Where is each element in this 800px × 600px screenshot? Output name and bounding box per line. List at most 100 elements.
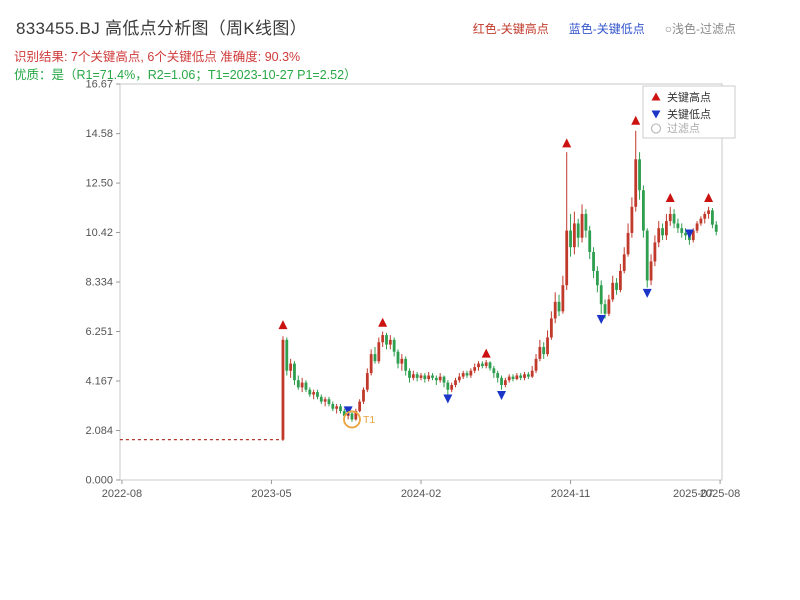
key-low-marker [343,406,353,416]
candle [699,216,703,226]
candle [657,221,661,248]
key-low-triangle-icon [651,110,661,119]
candle [607,294,611,317]
candle [419,373,423,381]
t1-annotation: T1 [363,414,375,426]
legend-item-filter: 过滤点 [667,122,700,135]
x-axis-tick-label: 2025-08 [700,488,740,500]
candle [549,311,553,340]
candle [580,204,584,243]
candle [438,373,442,383]
key-high-marker [665,193,675,203]
y-axis-tick-label: 8.334 [85,277,113,289]
candle [500,375,503,390]
candle [553,292,557,324]
candle [484,360,488,369]
plot-border [119,83,723,481]
candle [668,206,672,226]
candle [281,336,285,441]
candle [649,254,653,286]
candle [431,373,434,381]
key-high-marker [278,320,288,330]
candle [503,377,507,388]
candle [427,371,431,382]
candle [488,361,492,371]
candle [381,331,385,347]
candle [362,387,365,404]
candle [442,375,446,388]
legend-blue-key-low-label: 蓝色-关键低点 [568,22,645,36]
candle [339,403,342,414]
key-low-marker [497,390,507,400]
y-axis-tick-label: 6.251 [85,326,113,338]
candle [653,235,657,267]
recognition-result-text: 识别结果: 7个关键高点, 6个关键低点 准确度: 90.3% [14,50,301,64]
candle [465,370,469,378]
color-legend: 红色-关键高点 蓝色-关键低点 ○浅色-过滤点 [473,20,736,37]
y-axis-tick-label: 10.42 [85,227,113,239]
candle [477,361,480,371]
x-axis-tick-label: 2025-07 [673,488,713,500]
candle [358,399,362,413]
candle [588,225,592,260]
candle [542,342,546,359]
candle [365,368,369,393]
page-title: 833455.BJ 高低点分析图（周K线图） [16,19,307,38]
candle [473,363,477,374]
legend-red-key-high-label: 红色-关键高点 [472,22,549,36]
candle [546,330,549,357]
candle [450,382,454,393]
candle [565,152,569,290]
key-high-marker [562,138,572,148]
candle [388,335,392,350]
key-high-marker [704,193,714,203]
candle [285,337,289,376]
candle [526,371,530,380]
key-low-marker [684,229,694,239]
candle [561,275,565,314]
candle [703,211,707,224]
y-axis-tick-label: 16.67 [85,79,113,91]
candle [396,349,400,369]
candle [630,197,634,238]
candle [592,247,595,279]
candle [354,408,358,421]
candle [335,403,339,414]
candle [319,394,323,404]
key-low-marker [642,288,652,298]
y-axis-tick-label: 0.000 [85,475,113,487]
plot-series: 0.000 2.084 4.167 6.251 8.334 10.42 12.50 14.58… [85,79,740,501]
filter-point-marker [343,410,361,429]
candle [373,346,377,364]
x-axis-tick-label: 2023-05 [251,488,291,500]
candle [511,374,515,382]
legend-item-key-low: 关键低点 [667,107,711,121]
candle [411,370,415,381]
key-low-marker [443,394,453,404]
candle [665,213,668,241]
candle [576,218,580,248]
candle [408,368,411,383]
candle [595,266,599,293]
candle [308,387,312,397]
candle [523,371,526,381]
candle [534,354,538,374]
filter-point-circle-icon [650,123,662,134]
candle [350,412,354,422]
candle [707,206,710,219]
candle [385,332,388,350]
candle [415,371,419,382]
candle [695,221,699,233]
x-axis-tick-label: 2024-11 [551,488,591,500]
candle [618,263,622,293]
candle [572,211,576,255]
candle [293,361,296,385]
candle [638,152,641,200]
candle [672,209,676,229]
candle [515,373,519,381]
candle [615,278,618,295]
key-low-marker [596,314,606,324]
candle [507,374,511,383]
candle [492,365,496,378]
candle [369,349,373,376]
